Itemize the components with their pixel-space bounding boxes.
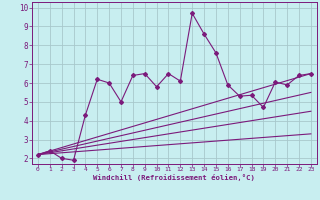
X-axis label: Windchill (Refroidissement éolien,°C): Windchill (Refroidissement éolien,°C) bbox=[93, 174, 255, 181]
